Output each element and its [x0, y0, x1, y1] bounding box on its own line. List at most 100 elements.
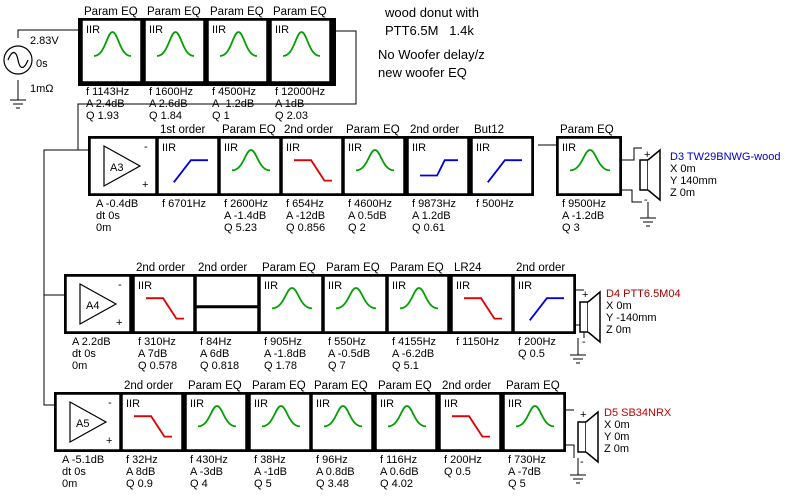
amp-plus: + — [142, 179, 148, 191]
block-header: Param EQ — [273, 6, 327, 18]
speaker-d5-cone-icon — [585, 410, 599, 464]
amp-param: 0m — [96, 222, 111, 234]
block-header: Param EQ — [147, 6, 201, 18]
block-header: Param EQ — [378, 380, 432, 392]
block-header: Param EQ — [314, 380, 368, 392]
voltage-source[interactable]: 2.83V 0s 1mΩ — [3, 35, 59, 109]
block-tag: IIR — [316, 398, 330, 410]
block-tag: IIR — [328, 280, 342, 292]
block-param: f 96Hz — [316, 454, 348, 466]
block-tag: IIR — [138, 280, 152, 292]
block-header: LR24 — [454, 262, 482, 274]
speaker-d5[interactable]: + - — [570, 409, 599, 484]
block-param: f 2600Hz — [224, 198, 268, 210]
block-frame — [81, 19, 142, 83]
amp-minus: - — [118, 279, 122, 291]
speaker-d4[interactable]: + - — [570, 289, 601, 364]
block-header: Param EQ — [390, 262, 444, 274]
block-param: f 1150Hz — [456, 336, 499, 348]
block-frame — [323, 275, 387, 333]
block-frame — [270, 19, 331, 83]
block-frame — [343, 137, 405, 195]
speaker-d3[interactable]: + - — [639, 148, 661, 227]
row-1-block-6[interactable]: But12 IIR f 500Hz — [471, 124, 533, 210]
block-header: Param EQ — [506, 380, 560, 392]
source-resistance: 1mΩ — [30, 83, 54, 95]
speaker-position: Y -140mm — [606, 312, 657, 324]
block-param: Q 4 — [190, 478, 208, 490]
block-tag: IIR — [562, 142, 576, 154]
block-param: Q 0.5 — [444, 466, 471, 478]
block-param: A -1.8dB — [264, 348, 306, 360]
peak-curve-icon — [335, 287, 377, 310]
amp-param: A -5.1dB — [62, 454, 104, 466]
block-frame — [133, 275, 195, 333]
amp-name: A5 — [76, 418, 89, 430]
amp-minus: - — [108, 397, 112, 409]
block-param: Q 1 — [212, 110, 230, 122]
amplifier-triangle-icon — [103, 144, 142, 188]
block-frame — [157, 137, 219, 195]
speaker-d4-minus: - — [582, 336, 586, 348]
block-frame — [375, 393, 437, 451]
block-param: f 38Hz — [254, 454, 286, 466]
speaker-position: Y 140mm — [670, 175, 717, 187]
block-tag: IIR — [380, 398, 394, 410]
block-header: 2nd order — [442, 380, 491, 392]
highpass-curve-icon — [173, 159, 208, 183]
block-header: 2nd order — [198, 262, 247, 274]
block-frame — [503, 393, 565, 451]
block-tag: IIR — [212, 24, 226, 36]
block-header: Param EQ — [222, 124, 276, 136]
peak-curve-icon — [197, 405, 237, 428]
block-param: f 9873Hz — [412, 198, 456, 210]
row-2-block-6[interactable]: LR24 IIR f 1150Hz — [451, 262, 513, 348]
block-tag: IIR — [86, 24, 100, 36]
block-param: A -0.5dB — [328, 348, 370, 360]
block-param: A -1.2dB — [212, 98, 254, 110]
block-tag: IIR — [518, 280, 532, 292]
peak-curve-icon — [355, 149, 395, 172]
block-param: A -7dB — [508, 466, 541, 478]
block-header: Param EQ — [188, 380, 242, 392]
block-param: f 730Hz — [508, 454, 546, 466]
row-1-block-1[interactable]: 1st order IIR f 6701Hz — [157, 124, 219, 210]
block-param: f 4155Hz — [392, 336, 436, 348]
block-frame — [407, 137, 469, 195]
block-frame — [451, 275, 513, 333]
block-param: f 84Hz — [200, 336, 232, 348]
block-param: f 32Hz — [126, 454, 158, 466]
speaker-d3-cone-icon — [647, 148, 661, 202]
block-frame — [513, 275, 575, 333]
block-frame — [281, 137, 343, 195]
peak-curve-icon — [282, 31, 321, 57]
block-frame — [195, 275, 259, 333]
note-line-4: new woofer EQ — [378, 65, 467, 80]
